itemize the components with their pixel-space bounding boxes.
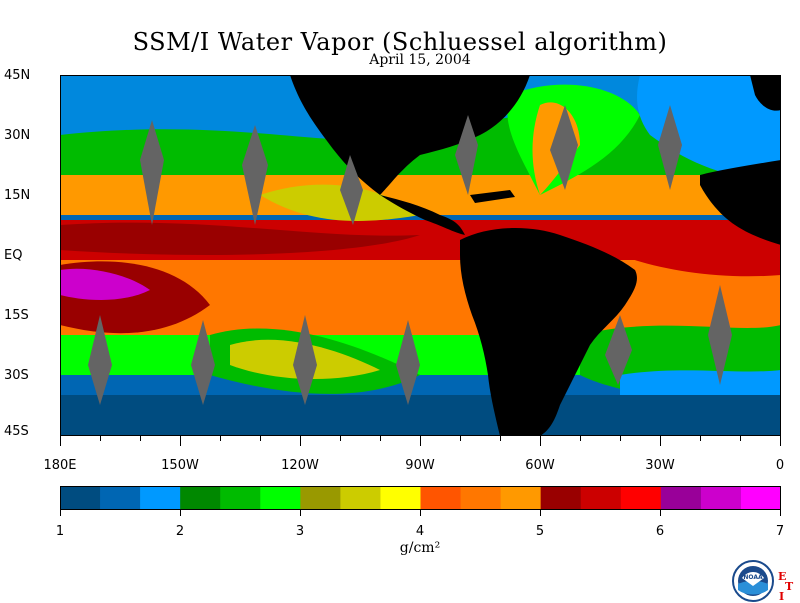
colorbar-cell <box>260 486 301 510</box>
swath-5 <box>550 105 578 190</box>
swath-3 <box>340 155 363 225</box>
colorbar-tick-label: 6 <box>655 524 665 539</box>
colorbar-cell <box>580 486 622 510</box>
colorbar-cell <box>460 486 502 510</box>
colorbar-ticks <box>60 510 781 516</box>
south-cold-dark <box>60 395 781 436</box>
colorbar <box>60 486 781 510</box>
swath-7 <box>88 315 112 405</box>
iberia-europe <box>750 75 781 111</box>
swath-9 <box>293 315 317 405</box>
lat-label: 30N <box>4 128 31 143</box>
colorbar-tick-label: 3 <box>295 524 305 539</box>
itcz-red-east <box>620 231 781 277</box>
magenta-patch <box>60 268 150 300</box>
colorbar-cell <box>180 486 221 510</box>
swath-6 <box>658 105 682 190</box>
colorbar-tick-label: 5 <box>535 524 545 539</box>
lon-label: 180E <box>43 458 77 473</box>
colorbar-cell <box>420 486 462 510</box>
map-title: SSM/I Water Vapor (Schluessel algorithm) <box>132 28 668 56</box>
lon-label: 30W <box>645 458 675 473</box>
map-frame <box>60 75 781 436</box>
north-atlantic-blue <box>637 75 781 178</box>
colorbar-cell <box>740 486 781 510</box>
colorbar-tick-label: 2 <box>175 524 185 539</box>
colorbar-cell <box>380 486 421 510</box>
colorbar-cell <box>500 486 542 510</box>
map-date: April 15, 2004 <box>369 52 471 68</box>
north-dry-yellow <box>260 184 420 221</box>
colorbar-units: g/cm² <box>399 540 441 556</box>
eti-mark: E T I <box>778 570 794 603</box>
swath-8 <box>191 320 215 405</box>
colorbar-cell <box>300 486 341 510</box>
lat-label: 45N <box>4 68 31 83</box>
eti-letter: I <box>779 590 785 603</box>
lon-label: 120W <box>281 458 319 473</box>
colorbar-cell <box>540 486 582 510</box>
colorbar-tick-label: 1 <box>55 524 65 539</box>
swath-10 <box>396 320 420 405</box>
swath-4 <box>455 115 478 195</box>
colorbar-cell <box>60 486 101 510</box>
swath-1 <box>140 120 164 225</box>
colorbar-cell <box>700 486 742 510</box>
noaa-logo: NOAA <box>732 560 774 602</box>
colorbar-cell <box>620 486 662 510</box>
colorbar-cell <box>100 486 141 510</box>
swath-2 <box>242 125 268 225</box>
itcz-dark-red <box>60 222 420 255</box>
central-america <box>380 195 465 235</box>
colorbar-tick-label: 4 <box>415 524 425 539</box>
lon-label: 60W <box>525 458 555 473</box>
water-vapor-map <box>60 75 781 436</box>
longitude-ticks <box>60 436 781 446</box>
south-america <box>460 228 637 436</box>
colorbar-cell <box>340 486 381 510</box>
eti-letter: E <box>778 570 787 583</box>
lat-label: 45S <box>4 424 29 439</box>
lon-label: 0 <box>775 458 785 473</box>
eti-letter: T <box>785 580 794 593</box>
cuba <box>470 190 515 203</box>
lon-label: 150W <box>161 458 199 473</box>
noaa-logo-text: NOAA <box>743 574 763 581</box>
lat-label: EQ <box>4 248 23 263</box>
colorbar-cell <box>140 486 181 510</box>
swath-11 <box>605 315 632 385</box>
colorbar-cell <box>660 486 702 510</box>
colorbar-cell <box>220 486 261 510</box>
lon-label: 90W <box>405 458 435 473</box>
lat-label: 30S <box>4 368 29 383</box>
colorbar-frame <box>60 486 781 510</box>
lat-label: 15N <box>4 188 31 203</box>
africa <box>700 160 781 245</box>
lat-label: 15S <box>4 308 29 323</box>
colorbar-tick-label: 7 <box>775 524 785 539</box>
swath-12 <box>708 285 732 385</box>
